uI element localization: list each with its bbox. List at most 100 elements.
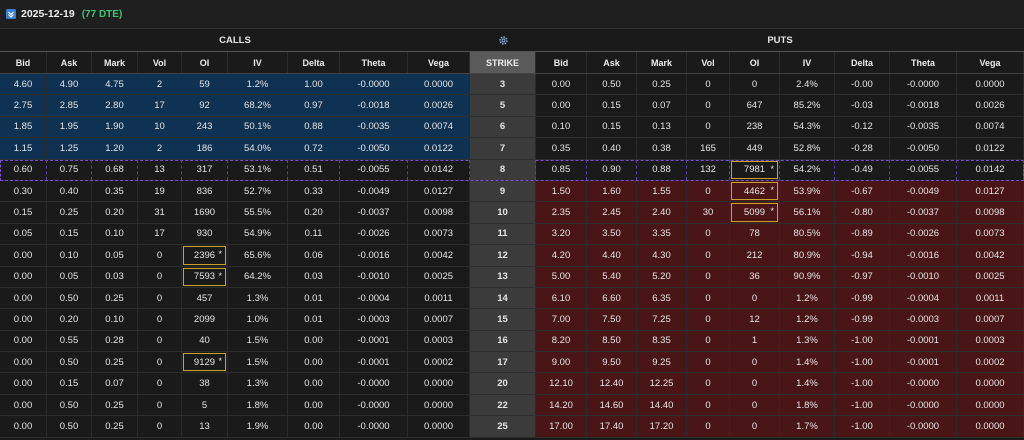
cell: -0.0026 — [890, 223, 957, 245]
cell-value: 0.0000 — [423, 78, 454, 90]
cell: 54.0% — [228, 138, 288, 159]
column-label[interactable]: Delta — [835, 52, 890, 73]
column-label[interactable]: IV — [228, 52, 288, 73]
cell: -0.0000 — [890, 373, 957, 394]
cell-value: 0.00 — [13, 399, 33, 411]
column-label[interactable]: OI — [730, 52, 780, 73]
column-label[interactable]: Vol — [138, 52, 182, 73]
cell: 65.6% — [228, 245, 288, 266]
cell: 17 — [138, 223, 182, 245]
cell-value: 0.0074 — [975, 121, 1005, 133]
cell: 9.00 — [536, 352, 587, 373]
column-label[interactable]: Bid — [536, 52, 587, 73]
option-row[interactable]: 0.00 0.50 0.25 0 13 1.9% 0.00 -0.0000 0.0000 25 17… — [0, 416, 1024, 438]
cell: -0.0004 — [340, 287, 408, 309]
cell-value: 0.11 — [304, 228, 323, 240]
cell: 0.03 — [92, 266, 138, 287]
cell: 1.2% — [228, 74, 288, 95]
cell-value: 1.8% — [796, 399, 818, 411]
column-label[interactable]: Vega — [408, 52, 470, 73]
option-row[interactable]: 0.00 0.50 0.25 0 5 1.8% 0.00 -0.0000 0.0000 22 14.… — [0, 394, 1024, 417]
strike: 13 — [470, 266, 536, 287]
cell-value: 0 — [705, 185, 711, 197]
cell: 0.06 — [288, 245, 340, 266]
column-label[interactable]: Bid — [0, 52, 47, 73]
column-label[interactable]: STRIKE — [470, 52, 536, 73]
cell: 0.0000 — [957, 373, 1024, 394]
option-row[interactable]: 0.00 0.20 0.10 0 2099 1.0% 0.01 -0.0003 0.0007 15… — [0, 309, 1024, 331]
flag-star: * — [218, 356, 222, 367]
column-label[interactable]: Mark — [637, 52, 687, 73]
cell-value: 12.40 — [599, 378, 624, 390]
column-label[interactable]: Mark — [92, 52, 138, 73]
cell: 0 — [687, 74, 730, 95]
option-row[interactable]: 0.15 0.25 0.20 31 1690 55.5% 0.20 -0.0037 0.0098… — [0, 202, 1024, 224]
strike: 7 — [470, 138, 536, 159]
column-label[interactable]: IV — [780, 52, 835, 73]
cell: 17.40 — [587, 416, 637, 437]
strike: 15 — [470, 309, 536, 330]
cell-value: 0 — [156, 399, 163, 411]
cell-value: 0.60 — [13, 164, 33, 176]
cell-value: 52.7% — [244, 185, 271, 197]
option-row[interactable]: 0.00 0.05 0.03 0 7593 * 64.2% 0.03 -0.0010 0.0025… — [0, 266, 1024, 288]
column-label[interactable]: Ask — [47, 52, 92, 73]
column-label[interactable]: Theta — [340, 52, 408, 73]
option-row[interactable]: 0.30 0.40 0.35 19 836 52.7% 0.33 -0.0049 0.0127 9… — [0, 180, 1024, 203]
column-label[interactable]: Vol — [687, 52, 730, 73]
cell: 64.2% — [228, 266, 288, 287]
cell-value: 0.0142 — [423, 164, 454, 176]
cell: 0.0127 — [957, 180, 1024, 202]
column-label[interactable]: Theta — [890, 52, 957, 73]
option-row[interactable]: 1.15 1.25 1.20 2 186 54.0% 0.72 -0.0050 0.0122 7 0… — [0, 138, 1024, 160]
cell-value: 53.1% — [244, 164, 271, 176]
cell-value: -0.0001 — [906, 356, 940, 368]
cell: 0.0000 — [408, 373, 470, 394]
option-row[interactable]: 0.00 0.50 0.25 0 457 1.3% 0.01 -0.0004 0.0011 14 6… — [0, 287, 1024, 310]
gear-icon[interactable] — [498, 35, 509, 46]
option-row[interactable]: 1.85 1.95 1.90 10 243 50.1% 0.88 -0.0035 0.0074 6… — [0, 116, 1024, 139]
cell-value: -0.0049 — [357, 185, 390, 197]
option-row[interactable]: 0.60 0.75 0.68 13 317 53.1% 0.51 -0.0055 0.0142 8… — [0, 159, 1024, 181]
cell: 0.0000 — [957, 394, 1024, 416]
cell: 3.20 — [536, 223, 587, 245]
cell-value: -0.0010 — [906, 271, 940, 283]
option-row[interactable]: 0.00 0.55 0.28 0 40 1.5% 0.00 -0.0001 0.0003 16 8.… — [0, 330, 1024, 353]
column-label[interactable]: Vega — [957, 52, 1024, 73]
cell: 0.40 — [587, 138, 637, 159]
cell: 0 — [138, 330, 182, 352]
expiry-bar[interactable]: 2025-12-19 (77 DTE) — [0, 0, 1024, 29]
cell-value: 0 — [705, 249, 711, 261]
settings[interactable] — [470, 29, 536, 51]
option-row[interactable]: 0.00 0.10 0.05 0 2396 * 65.6% 0.06 -0.0016 0.0042… — [0, 245, 1024, 267]
cell-value: 0.03 — [105, 271, 124, 283]
cell-value: -1.00 — [851, 378, 873, 390]
column-label[interactable]: Delta — [288, 52, 340, 73]
option-row[interactable]: 0.00 0.15 0.07 0 38 1.3% 0.00 -0.0000 0.0000 20 12… — [0, 373, 1024, 395]
cell-value: 1.3% — [796, 335, 818, 347]
option-row[interactable]: 0.05 0.15 0.10 17 930 54.9% 0.11 -0.0026 0.0073 1… — [0, 223, 1024, 246]
cell-value: 0.25 — [105, 292, 124, 304]
cell: 0.50 — [587, 74, 637, 95]
option-row[interactable]: 0.00 0.50 0.25 0 9129 * 1.5% 0.00 -0.0001 0.0002 1… — [0, 352, 1024, 374]
cell-value: 64.2% — [244, 271, 271, 283]
cell: 80.5% — [780, 223, 835, 245]
cell: 0.40 — [47, 180, 92, 202]
cell: 0.0074 — [957, 116, 1024, 138]
cell: 0 — [687, 245, 730, 266]
cell: 14.60 — [587, 394, 637, 416]
strike: 16 — [470, 330, 536, 352]
cell: 17 — [138, 95, 182, 116]
column-label[interactable]: Ask — [587, 52, 637, 73]
cell-value: 7981 — [743, 164, 766, 176]
cell: 8.35 — [637, 330, 687, 352]
cell: 1.0% — [228, 309, 288, 330]
option-row[interactable]: 4.60 4.90 4.75 2 59 1.2% 1.00 -0.0000 0.0000 3 0.0… — [0, 74, 1024, 96]
column-label[interactable]: OI — [182, 52, 228, 73]
collapse-icon[interactable] — [6, 9, 16, 19]
cell: 1.4% — [780, 373, 835, 394]
cell: 1.2% — [780, 309, 835, 330]
cell: 2.85 — [47, 95, 92, 116]
option-row[interactable]: 2.75 2.85 2.80 17 92 68.2% 0.97 -0.0018 0.0026 5 0… — [0, 95, 1024, 117]
cell: -0.03 — [835, 95, 890, 116]
